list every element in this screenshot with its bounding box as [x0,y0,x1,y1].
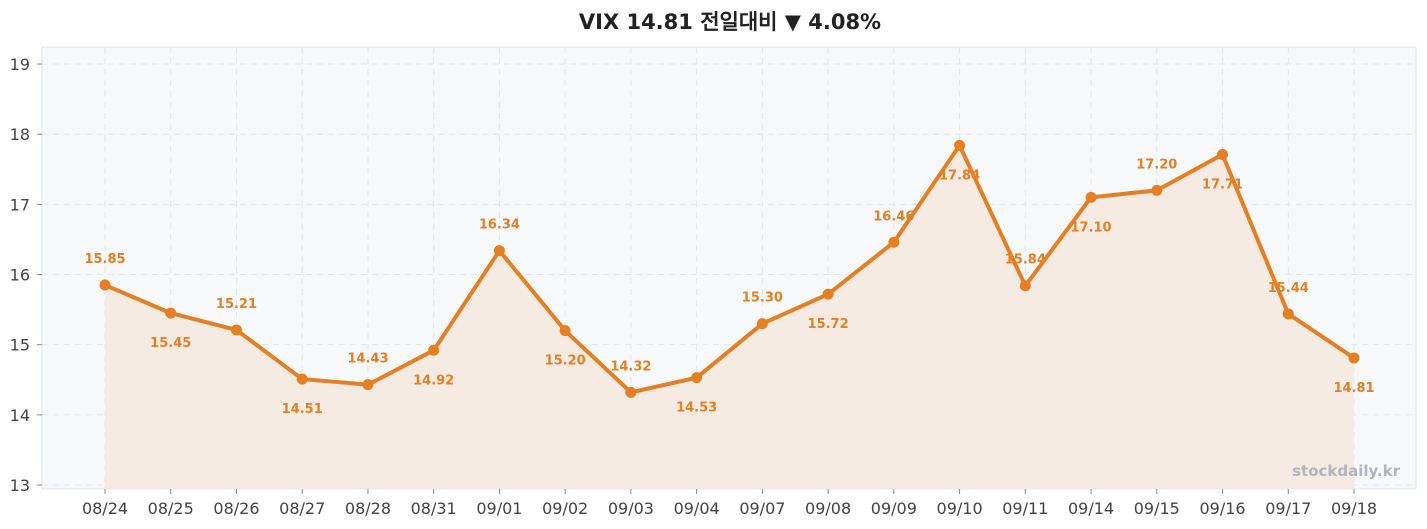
data-point [230,324,242,336]
y-tick-label: 16 [10,266,30,285]
data-point [954,139,966,151]
data-point [1217,149,1229,161]
data-point [822,288,834,300]
data-point [625,386,637,398]
area-fill-layer [105,145,1354,489]
x-tick-label: 08/25 [148,499,194,518]
data-label: 15.21 [216,297,257,312]
data-label: 14.32 [610,359,651,374]
data-point [99,279,111,291]
data-point [1085,191,1097,203]
data-label: 15.85 [84,252,125,267]
x-tick-label: 09/15 [1134,499,1180,518]
data-label: 14.81 [1333,381,1374,396]
x-tick-label: 09/07 [739,499,785,518]
data-point [888,236,900,248]
x-tick-label: 09/16 [1199,499,1245,518]
data-label: 15.30 [742,291,783,306]
x-axis-ticks: 08/24 08/25 08/26 08/27 08/28 08/31 09/01 09/02… [82,489,1377,518]
data-label: 17.84 [939,168,980,183]
x-tick-label: 08/31 [411,499,457,518]
series-line-layer [103,143,1356,395]
data-points [99,139,1360,398]
x-tick-label: 09/10 [937,499,983,518]
y-tick-label: 17 [10,195,30,214]
y-tick-label: 18 [10,125,30,144]
data-label: 14.92 [413,373,454,388]
x-tick-label: 09/04 [674,499,720,518]
x-tick-label: 09/08 [805,499,851,518]
x-tick-label: 09/09 [871,499,917,518]
x-tick-label: 09/18 [1331,499,1377,518]
data-label: 15.72 [808,317,849,332]
data-point [559,325,571,337]
data-point [1019,280,1031,292]
data-point [362,379,374,391]
data-label: 15.20 [545,354,586,369]
data-label: 14.51 [282,402,323,417]
data-point [1151,184,1163,196]
series-area [105,145,1354,489]
y-axis-ticks: 13 14 15 16 17 18 19 [10,55,42,495]
data-label: 17.10 [1070,220,1111,235]
data-label: 14.53 [676,401,717,416]
data-labels: 15.85 15.45 15.21 14.51 14.43 14.92 16.34 15.20… [84,157,1374,417]
data-point [493,245,505,257]
data-label: 15.44 [1268,281,1309,296]
x-tick-label: 09/14 [1068,499,1114,518]
watermark-text: stockdaily.kr [1292,462,1400,480]
data-point [691,372,703,384]
x-tick-label: 08/24 [82,499,128,518]
x-tick-label: 08/28 [345,499,391,518]
data-point [165,307,177,319]
data-label: 17.71 [1202,178,1243,193]
data-point [428,344,440,356]
y-tick-label: 14 [10,406,30,425]
data-point [1282,308,1294,320]
data-point [296,373,308,385]
y-tick-label: 13 [10,476,30,495]
data-label: 15.45 [150,336,191,351]
x-tick-label: 09/11 [1002,499,1048,518]
y-tick-label: 19 [10,55,30,74]
data-point [1348,352,1360,364]
data-label: 16.46 [873,209,914,224]
x-tick-label: 08/27 [279,499,325,518]
chart-title: VIX 14.81 전일대비 ▼ 4.08% [579,10,881,34]
x-tick-label: 08/26 [213,499,259,518]
x-tick-label: 09/03 [608,499,654,518]
data-label: 14.43 [347,352,388,367]
data-label: 17.20 [1136,157,1177,172]
data-label: 15.84 [1005,253,1046,268]
y-tick-label: 15 [10,336,30,355]
series-line [103,143,1356,395]
data-label: 16.34 [479,218,520,233]
x-tick-label: 09/02 [542,499,588,518]
x-tick-label: 09/17 [1265,499,1311,518]
data-point [756,318,768,330]
x-tick-label: 09/01 [476,499,522,518]
